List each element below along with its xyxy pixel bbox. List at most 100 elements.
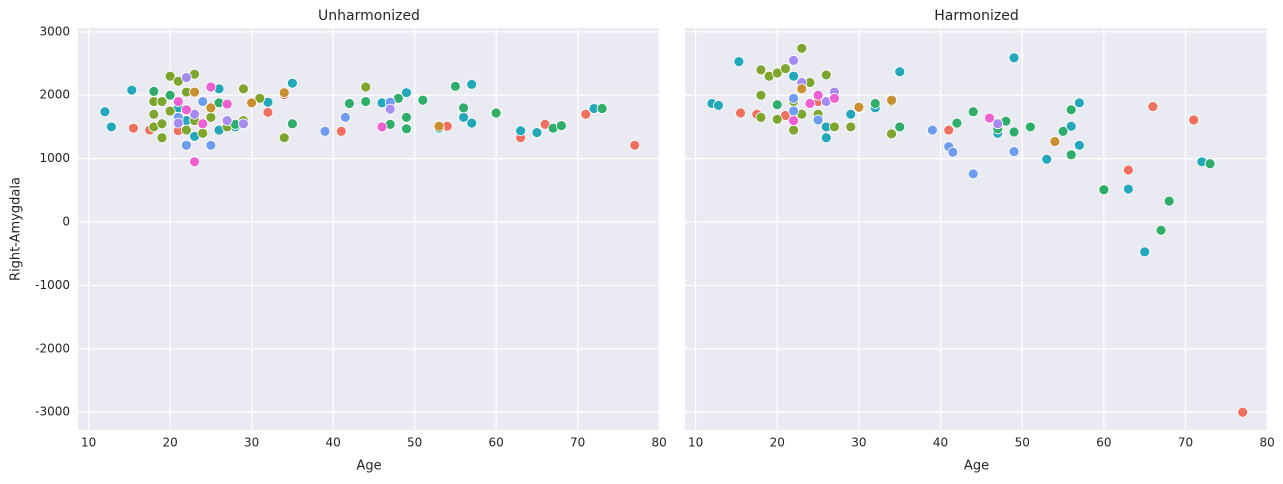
point <box>278 87 290 99</box>
point <box>360 96 372 107</box>
panel: 10 20 30 40 50 60 70 80 Harmonized Age <box>685 8 1275 474</box>
point <box>238 118 249 130</box>
point <box>804 98 816 109</box>
point <box>221 98 233 110</box>
point <box>1008 146 1020 158</box>
point <box>755 89 767 101</box>
point <box>515 125 527 137</box>
point <box>1024 121 1036 133</box>
point <box>788 70 799 82</box>
point <box>1122 183 1134 195</box>
point <box>927 124 938 136</box>
point <box>984 112 995 124</box>
point <box>531 127 543 139</box>
x-axis-label: Age <box>964 459 989 474</box>
point <box>755 112 767 123</box>
point <box>845 121 857 133</box>
point <box>596 103 608 114</box>
point <box>947 146 959 158</box>
x-tick-label: 20 <box>162 436 177 450</box>
point <box>1237 406 1249 418</box>
point <box>384 103 396 115</box>
point <box>401 123 412 135</box>
point <box>335 125 347 137</box>
point <box>853 101 865 113</box>
x-tick-label: 10 <box>688 436 703 450</box>
point <box>189 156 200 168</box>
point <box>845 108 857 120</box>
point <box>1008 126 1020 138</box>
point <box>771 99 783 111</box>
plot-background <box>685 28 1268 430</box>
point <box>466 117 478 129</box>
point <box>246 97 258 109</box>
point <box>262 106 274 118</box>
x-tick-label: 40 <box>933 436 948 450</box>
point <box>181 124 192 136</box>
point <box>254 92 266 104</box>
x-tick-label: 60 <box>1096 436 1111 450</box>
y-tick-label: 1000 <box>39 151 70 165</box>
point <box>286 77 298 89</box>
point <box>820 132 832 144</box>
point <box>172 117 184 129</box>
x-tick-label: 30 <box>244 436 259 450</box>
point <box>951 117 963 129</box>
point <box>344 98 355 109</box>
x-axis-label: Age <box>356 459 381 474</box>
point <box>172 96 184 107</box>
y-tick-label: -2000 <box>35 341 70 355</box>
x-tick-label: 50 <box>407 436 422 450</box>
y-axis-label: Right-Amygdala <box>9 177 24 281</box>
point <box>812 89 824 101</box>
point <box>629 139 641 151</box>
point <box>788 105 799 117</box>
x-tick-label: 30 <box>851 436 866 450</box>
point <box>1065 104 1077 116</box>
point <box>771 113 783 125</box>
point <box>812 114 824 126</box>
point <box>733 56 745 68</box>
point <box>156 132 168 144</box>
point <box>829 92 840 104</box>
point <box>376 121 388 133</box>
point <box>1057 125 1069 137</box>
point <box>156 96 168 107</box>
point <box>894 121 906 133</box>
x-tick-label: 70 <box>1178 436 1193 450</box>
y-tick-label: 2000 <box>39 88 70 102</box>
point <box>820 69 832 81</box>
point <box>1008 52 1020 64</box>
point <box>205 139 217 151</box>
point <box>1073 97 1085 109</box>
x-tick-label: 50 <box>1015 436 1030 450</box>
point <box>189 108 200 120</box>
point <box>205 112 217 123</box>
point <box>1041 153 1053 165</box>
point <box>1065 120 1077 132</box>
y-tick-label: 3000 <box>39 24 70 38</box>
x-tick-label: 70 <box>570 436 585 450</box>
point <box>555 120 567 132</box>
point <box>967 168 979 180</box>
point <box>319 125 331 137</box>
point <box>829 121 840 133</box>
point <box>780 63 791 74</box>
panel-title: Unharmonized <box>318 8 420 24</box>
point <box>148 86 160 97</box>
point <box>788 124 799 136</box>
point <box>205 81 217 93</box>
point <box>943 124 955 136</box>
x-tick-label: 40 <box>325 436 340 450</box>
point <box>401 87 412 99</box>
point <box>771 67 783 79</box>
point <box>992 118 1004 130</box>
point <box>788 115 799 126</box>
point <box>401 112 412 123</box>
point <box>221 115 233 126</box>
point <box>869 98 881 109</box>
point <box>278 132 290 144</box>
point <box>156 118 168 130</box>
point <box>886 128 897 140</box>
point <box>126 84 138 96</box>
